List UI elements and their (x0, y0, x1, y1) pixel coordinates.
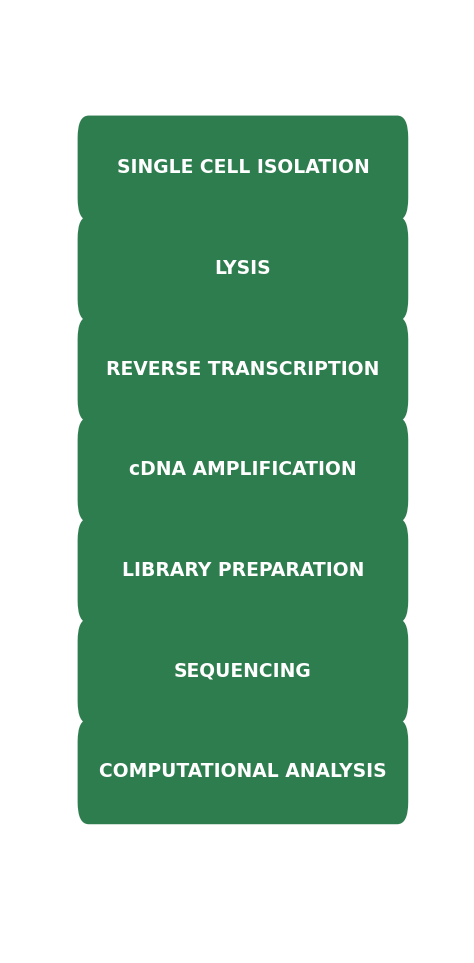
Polygon shape (237, 300, 249, 307)
Polygon shape (230, 224, 255, 237)
Polygon shape (230, 307, 255, 320)
Polygon shape (230, 325, 255, 338)
FancyBboxPatch shape (78, 418, 408, 522)
Text: COMPUTATIONAL ANALYSIS: COMPUTATIONAL ANALYSIS (99, 763, 387, 781)
Polygon shape (230, 407, 255, 420)
Polygon shape (237, 318, 249, 325)
Polygon shape (230, 426, 255, 438)
Polygon shape (230, 627, 255, 639)
Text: REVERSE TRANSCRIPTION: REVERSE TRANSCRIPTION (106, 360, 380, 378)
Polygon shape (237, 199, 249, 206)
FancyBboxPatch shape (78, 719, 408, 824)
Polygon shape (237, 720, 249, 727)
Polygon shape (230, 609, 255, 621)
Polygon shape (230, 710, 255, 722)
FancyBboxPatch shape (78, 317, 408, 422)
Polygon shape (237, 602, 249, 609)
FancyBboxPatch shape (78, 518, 408, 623)
Polygon shape (237, 401, 249, 407)
FancyBboxPatch shape (78, 618, 408, 723)
Text: LIBRARY PREPARATION: LIBRARY PREPARATION (122, 561, 364, 580)
Polygon shape (237, 502, 249, 508)
Polygon shape (230, 727, 255, 741)
Polygon shape (237, 703, 249, 710)
Polygon shape (237, 419, 249, 426)
Polygon shape (230, 206, 255, 219)
Text: SEQUENCING: SEQUENCING (174, 662, 312, 681)
Polygon shape (230, 508, 255, 521)
FancyBboxPatch shape (78, 217, 408, 321)
Polygon shape (237, 620, 249, 627)
FancyBboxPatch shape (78, 116, 408, 221)
Text: LYSIS: LYSIS (215, 259, 271, 278)
Polygon shape (237, 218, 249, 224)
Text: SINGLE CELL ISOLATION: SINGLE CELL ISOLATION (117, 159, 369, 177)
Polygon shape (230, 526, 255, 539)
Text: cDNA AMPLIFICATION: cDNA AMPLIFICATION (129, 460, 357, 480)
Polygon shape (237, 519, 249, 526)
